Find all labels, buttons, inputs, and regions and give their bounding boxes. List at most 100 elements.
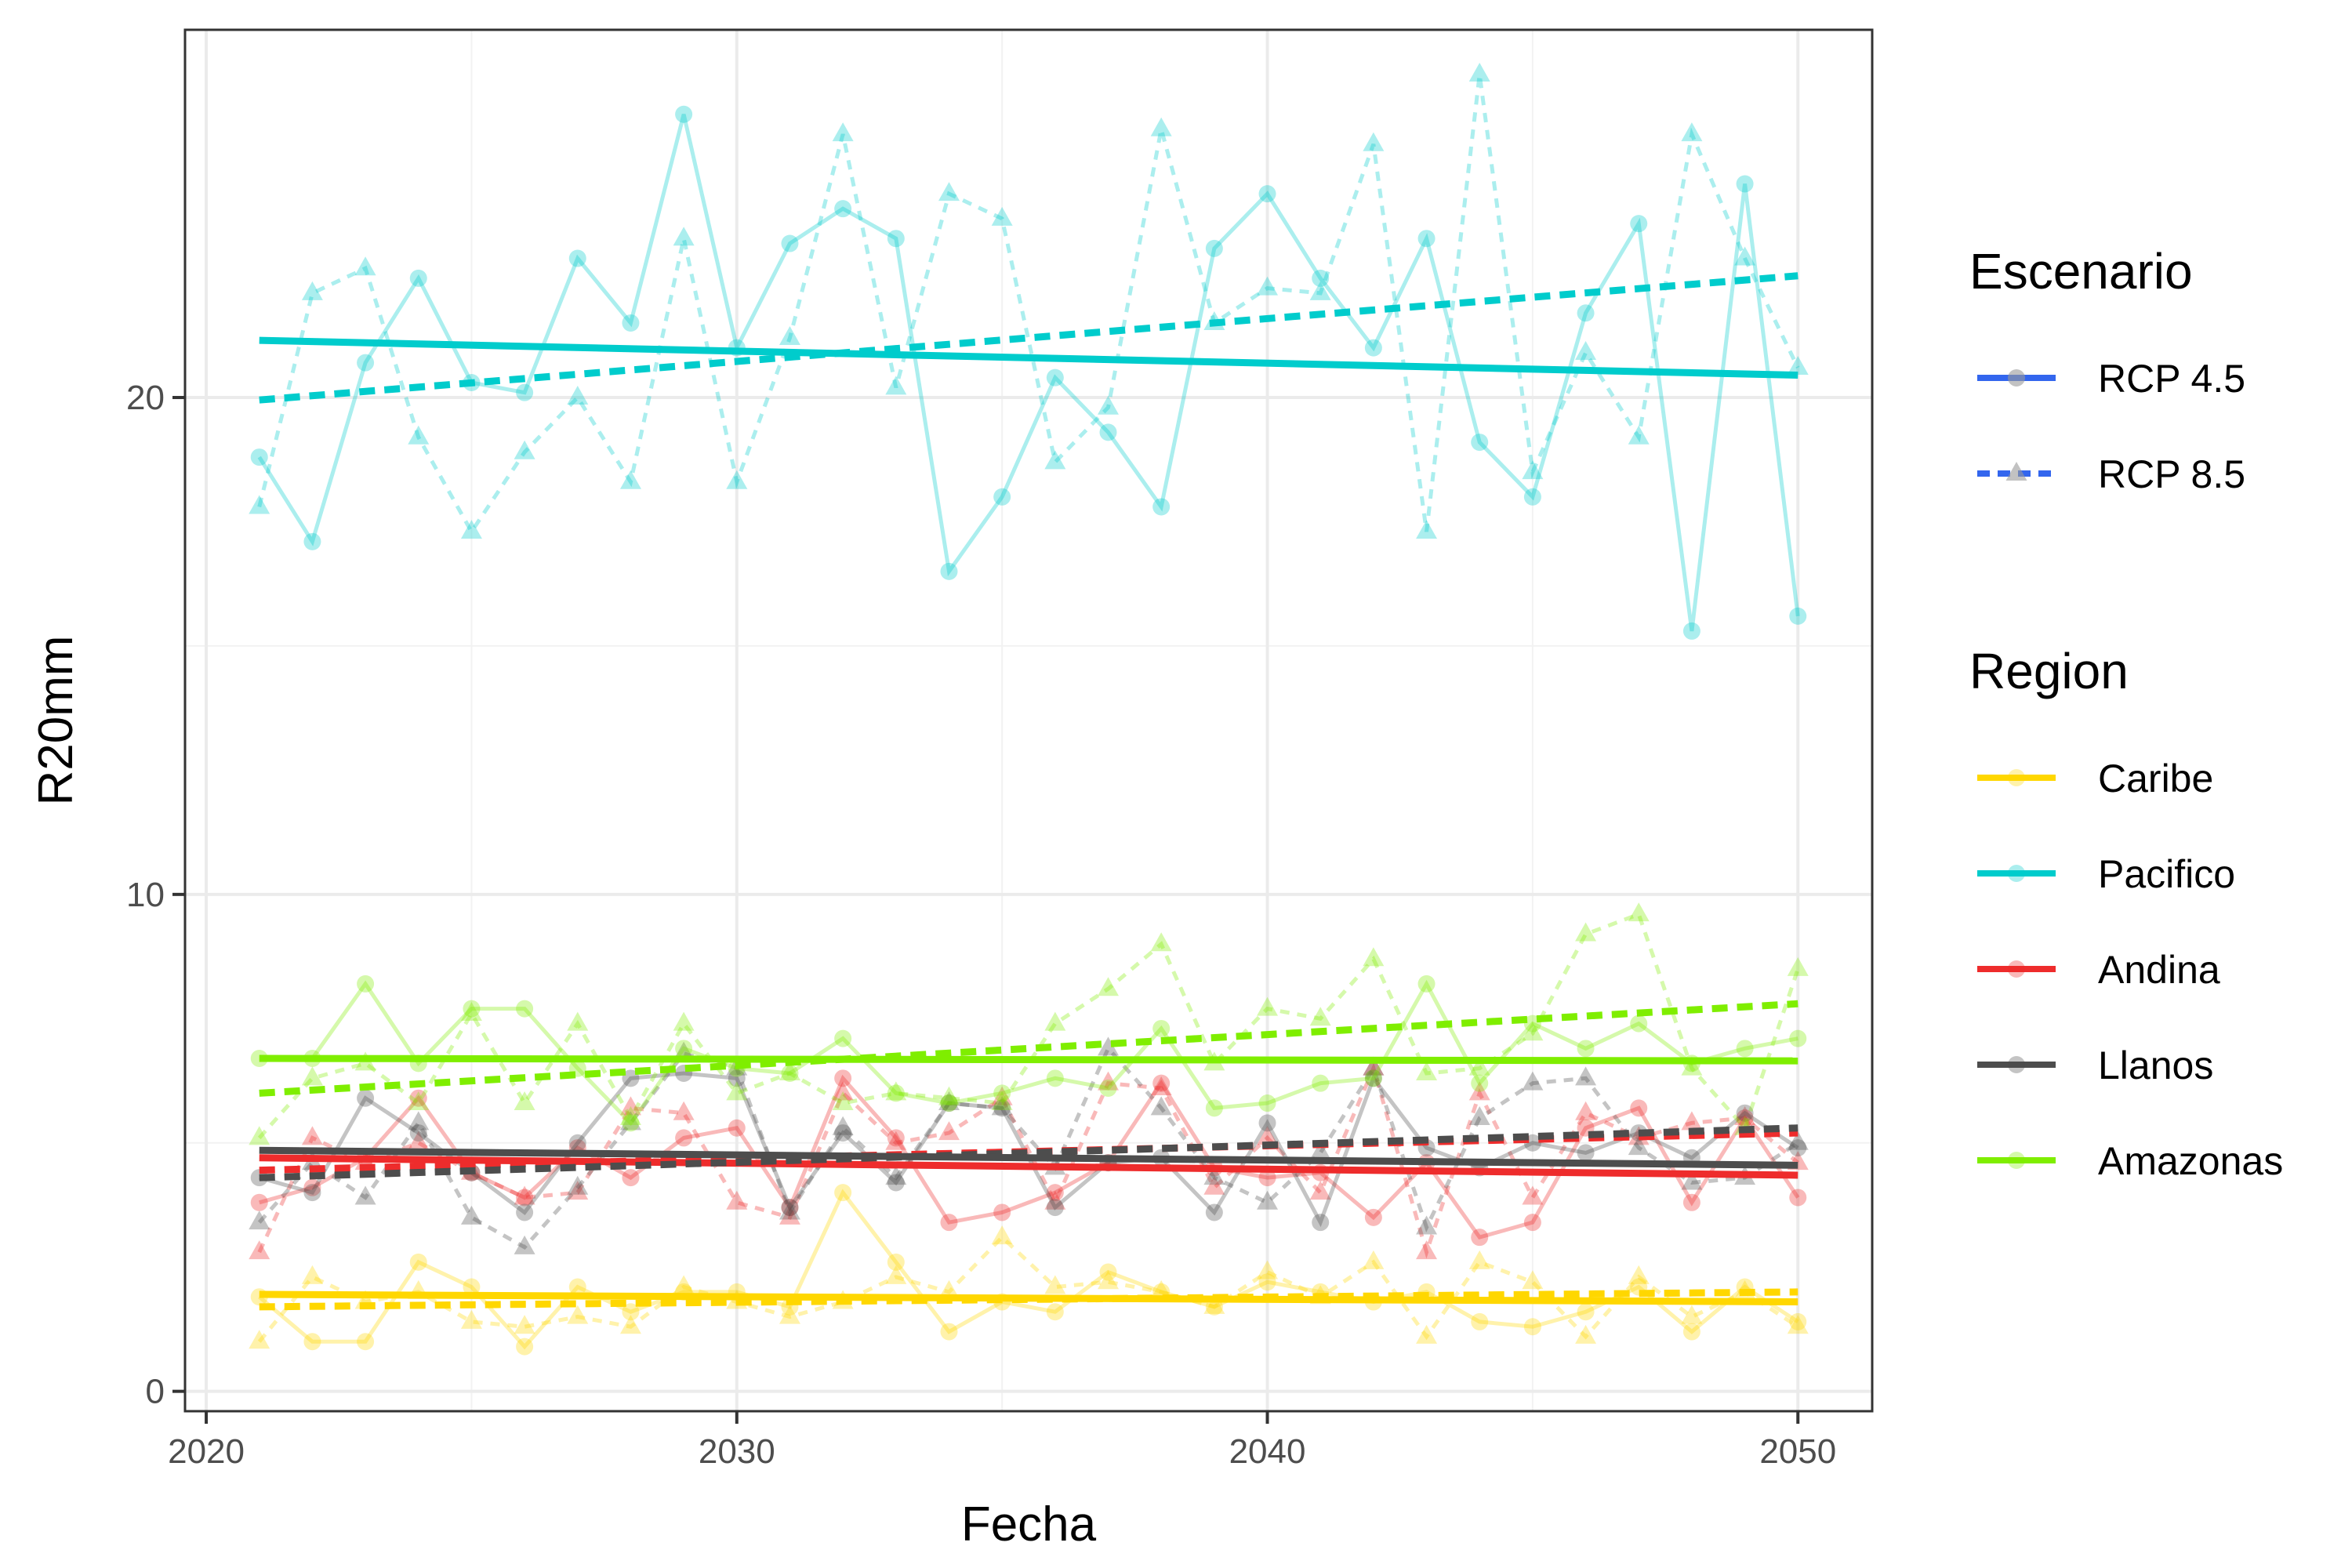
point-rcp45	[357, 1333, 375, 1351]
point-rcp85	[938, 182, 960, 201]
point-rcp85	[1416, 1240, 1438, 1260]
point-rcp45	[1630, 215, 1648, 233]
point-rcp85	[619, 1106, 641, 1126]
point-rcp85	[567, 1181, 589, 1200]
point-rcp85	[938, 1086, 960, 1105]
point-rcp85	[832, 1091, 854, 1111]
point-rcp85	[1150, 1279, 1172, 1299]
trend-llanos	[259, 1124, 1798, 1181]
point-rcp85	[885, 1166, 907, 1185]
trend-line-rcp85	[259, 1288, 1798, 1311]
point-rcp85	[1416, 1215, 1438, 1235]
point-rcp45	[1152, 1019, 1171, 1037]
point-rcp45	[781, 1065, 799, 1083]
point-rcp85	[249, 1126, 270, 1145]
point-rcp85	[991, 206, 1013, 226]
point-rcp45	[1364, 1208, 1382, 1226]
point-rcp45	[568, 249, 586, 267]
point-rcp85	[249, 1330, 270, 1349]
point-rcp45	[568, 1134, 586, 1152]
point-rcp45	[1523, 488, 1541, 506]
point-rcp85	[354, 1185, 376, 1205]
point-rcp85	[938, 1091, 960, 1111]
point-rcp45	[1258, 1169, 1276, 1187]
point-rcp45	[1258, 1114, 1276, 1132]
legend-label-andina: Andina	[2098, 948, 2220, 992]
point-rcp45	[1577, 1040, 1595, 1058]
point-rcp85	[567, 1305, 589, 1324]
point-rcp85	[1044, 1275, 1066, 1294]
point-rcp85	[301, 281, 323, 300]
series-line-rcp85	[257, 1062, 1799, 1259]
point-rcp85	[1203, 1166, 1225, 1185]
point-rcp85	[673, 1275, 695, 1294]
point-rcp45	[1205, 1203, 1223, 1221]
series-line-rcp45	[257, 114, 1800, 632]
point-rcp45	[463, 1000, 481, 1018]
point-rcp85	[619, 470, 641, 489]
point-rcp85	[1150, 932, 1172, 952]
y-tick-label: 10	[126, 876, 165, 914]
point-rcp85	[832, 1081, 854, 1101]
point-rcp85	[1681, 1111, 1703, 1131]
point-rcp85	[1257, 276, 1279, 296]
axes: 2020 2030 2040 2050 0 10 20	[126, 379, 1836, 1471]
point-rcp45	[1789, 607, 1807, 625]
point-rcp85	[514, 440, 535, 459]
x-axis-title: Fecha	[961, 1497, 1097, 1552]
point-rcp45	[1577, 304, 1595, 322]
legend-marker-amazonas	[2008, 1152, 2025, 1169]
point-rcp85	[1681, 1171, 1703, 1190]
point-rcp45	[834, 1069, 852, 1087]
point-rcp85	[1098, 1270, 1120, 1290]
point-rcp85	[619, 1111, 641, 1131]
x-tick-label: 2050	[1759, 1432, 1836, 1471]
point-rcp85	[249, 1240, 270, 1260]
point-rcp45	[1417, 230, 1436, 248]
legend-label-caribe: Caribe	[2098, 757, 2213, 800]
point-rcp85	[1522, 1071, 1544, 1091]
point-rcp45	[409, 269, 427, 287]
point-rcp45	[940, 1214, 958, 1232]
point-rcp85	[1468, 63, 1490, 82]
point-rcp85	[1575, 1066, 1597, 1086]
point-rcp45	[1312, 1214, 1330, 1232]
legend-label-pacifico: Pacifico	[2098, 852, 2235, 896]
point-rcp45	[1523, 1318, 1541, 1336]
series-line-rcp85	[257, 74, 1800, 535]
point-rcp85	[1098, 977, 1120, 996]
point-rcp45	[728, 1119, 746, 1137]
point-rcp85	[1416, 1062, 1438, 1081]
point-rcp85	[567, 1011, 589, 1031]
point-rcp45	[516, 383, 534, 401]
trend-line-rcp85	[259, 1000, 1798, 1097]
point-rcp85	[1257, 1126, 1279, 1145]
point-rcp45	[622, 1069, 640, 1087]
point-rcp45	[1205, 1099, 1223, 1117]
point-rcp85	[514, 1315, 535, 1334]
y-tick-label: 20	[126, 379, 165, 417]
point-rcp45	[1630, 1014, 1648, 1033]
point-rcp85	[567, 386, 589, 405]
point-rcp85	[1044, 450, 1066, 470]
point-rcp45	[1471, 1229, 1489, 1247]
trend-pacifico	[259, 272, 1798, 404]
trend-amazonas	[259, 1000, 1798, 1097]
point-rcp45	[1258, 1094, 1276, 1112]
legend-scenario-title: Escenario	[1969, 243, 2193, 299]
point-rcp85	[1044, 1190, 1066, 1210]
point-rcp45	[1364, 339, 1382, 357]
point-rcp85	[1257, 1260, 1279, 1279]
point-rcp45	[675, 105, 693, 123]
point-rcp45	[1736, 1040, 1754, 1058]
point-rcp85	[726, 470, 748, 489]
point-rcp45	[1736, 1104, 1754, 1122]
x-tick-label: 2040	[1229, 1432, 1306, 1471]
point-rcp85	[726, 1190, 748, 1210]
point-rcp45	[1471, 434, 1489, 452]
point-rcp85	[1787, 1315, 1809, 1334]
point-rcp45	[834, 1184, 852, 1202]
point-rcp45	[1577, 1144, 1595, 1162]
series-line-rcp45	[259, 979, 1798, 1127]
point-rcp45	[728, 1069, 746, 1087]
